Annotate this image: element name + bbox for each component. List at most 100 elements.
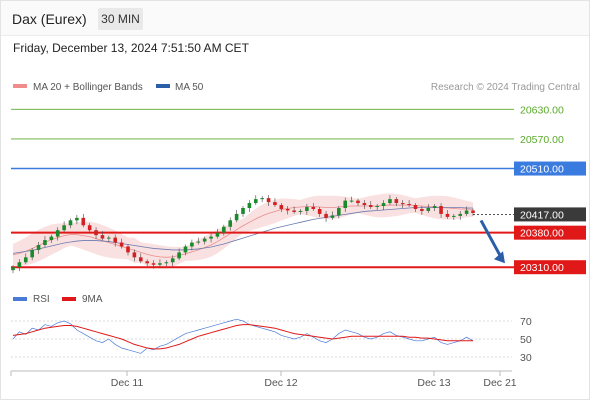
candle-body	[23, 257, 28, 263]
candle-body	[132, 252, 137, 258]
rsi-tick-30: 30	[520, 352, 532, 364]
legend-rsi-ma-label: 9MA	[82, 294, 103, 305]
candle-body	[62, 225, 66, 231]
candle-body	[381, 203, 386, 207]
candle-body	[375, 206, 379, 208]
candle-body	[164, 262, 169, 264]
candle-body	[119, 242, 124, 247]
x-tick-label: Dec 12	[264, 377, 297, 389]
level-tag-bg	[514, 260, 586, 275]
projection-arrow-head	[494, 251, 505, 264]
legend-rsi-swatch	[13, 297, 27, 301]
candle-body	[445, 213, 450, 217]
candle-body	[145, 261, 149, 264]
candle-body	[113, 237, 118, 243]
candle-body	[209, 236, 213, 239]
candle-body	[362, 203, 367, 206]
candle-body	[36, 245, 41, 250]
instrument-title: Dax (Eurex)	[12, 11, 87, 27]
legend-ma50-label: MA 50	[175, 82, 204, 93]
candle-body	[452, 215, 456, 217]
candle-body	[420, 208, 424, 211]
candle-body	[241, 208, 245, 214]
candle-body	[247, 203, 252, 208]
candle-body	[253, 199, 258, 204]
top-bar: Dax (Eurex) 30 MIN	[1, 1, 589, 36]
candle-body	[170, 258, 175, 263]
x-tick-label: Dec 13	[417, 377, 450, 389]
level-tag-20417.00: 20417.00	[520, 209, 564, 221]
credit-label: Research © 2024 Trading Central	[431, 82, 580, 93]
level-tag-20630.00: 20630.00	[520, 104, 564, 116]
candle-body	[75, 217, 79, 221]
level-tag-bg	[514, 225, 586, 240]
candle-body	[11, 267, 15, 271]
rsi-tick-70: 70	[520, 316, 532, 328]
candle-body	[305, 207, 309, 211]
candle-body	[426, 208, 431, 211]
candle-body	[196, 241, 201, 243]
candle-body	[43, 240, 47, 245]
candle-body	[55, 230, 60, 237]
level-tag-20310.00: 20310.00	[520, 262, 564, 274]
candle-body	[215, 232, 220, 237]
legend-ma20-swatch	[13, 84, 27, 88]
candle-body	[94, 230, 98, 236]
level-tag-bg	[514, 161, 586, 176]
candle-body	[49, 236, 54, 241]
candle-body	[273, 202, 277, 206]
rsi-ma-line	[12, 324, 473, 350]
level-tag-bg	[514, 207, 586, 222]
candle-body	[317, 208, 322, 214]
level-tag-20510.00: 20510.00	[520, 164, 564, 176]
candle-body	[234, 213, 239, 221]
candle-body	[324, 213, 328, 218]
candle-body	[138, 257, 143, 262]
candle-body	[471, 210, 475, 213]
candle-body	[87, 225, 92, 231]
candle-body	[464, 210, 469, 214]
candle-body	[458, 213, 463, 216]
candle-body	[432, 206, 437, 208]
candle-body	[400, 203, 405, 205]
candle-body	[177, 252, 181, 259]
bollinger-band	[13, 193, 473, 269]
ma50-line	[12, 207, 473, 254]
candle-body	[292, 210, 296, 212]
candle-body	[285, 208, 290, 211]
candle-body	[279, 205, 284, 209]
candle-body	[107, 237, 111, 239]
rsi-line	[12, 318, 474, 354]
candle-body	[190, 242, 194, 247]
candle-body	[298, 210, 303, 212]
projection-arrow-shaft	[479, 219, 503, 258]
candle-body	[413, 205, 418, 209]
candle-body	[394, 199, 399, 204]
candle-body	[228, 220, 233, 227]
candle-body	[356, 200, 360, 204]
candle-body	[183, 246, 188, 253]
candle-body	[388, 199, 392, 204]
x-tick-label: Dec 11	[111, 377, 144, 389]
candle-body	[81, 217, 86, 226]
x-tick-label: Dec 21	[483, 377, 516, 389]
level-tag-20380.00: 20380.00	[520, 228, 564, 240]
level-tag-20570.00: 20570.00	[520, 134, 564, 146]
timeframe-button[interactable]: 30 MIN	[98, 8, 143, 30]
candle-body	[311, 207, 316, 209]
candle-body	[337, 208, 341, 216]
candle-body	[260, 198, 264, 200]
legend-rsi-ma-swatch	[62, 297, 76, 301]
candle-body	[17, 262, 22, 268]
candle-body	[439, 206, 443, 214]
candle-body	[151, 263, 156, 265]
candle-body	[343, 200, 348, 208]
candle-body	[126, 246, 130, 253]
candle-body	[30, 249, 34, 258]
candle-body	[330, 215, 335, 218]
candle-body	[266, 198, 271, 203]
candle-body	[100, 235, 105, 239]
candle-body	[349, 200, 354, 202]
candle-body	[222, 226, 226, 233]
